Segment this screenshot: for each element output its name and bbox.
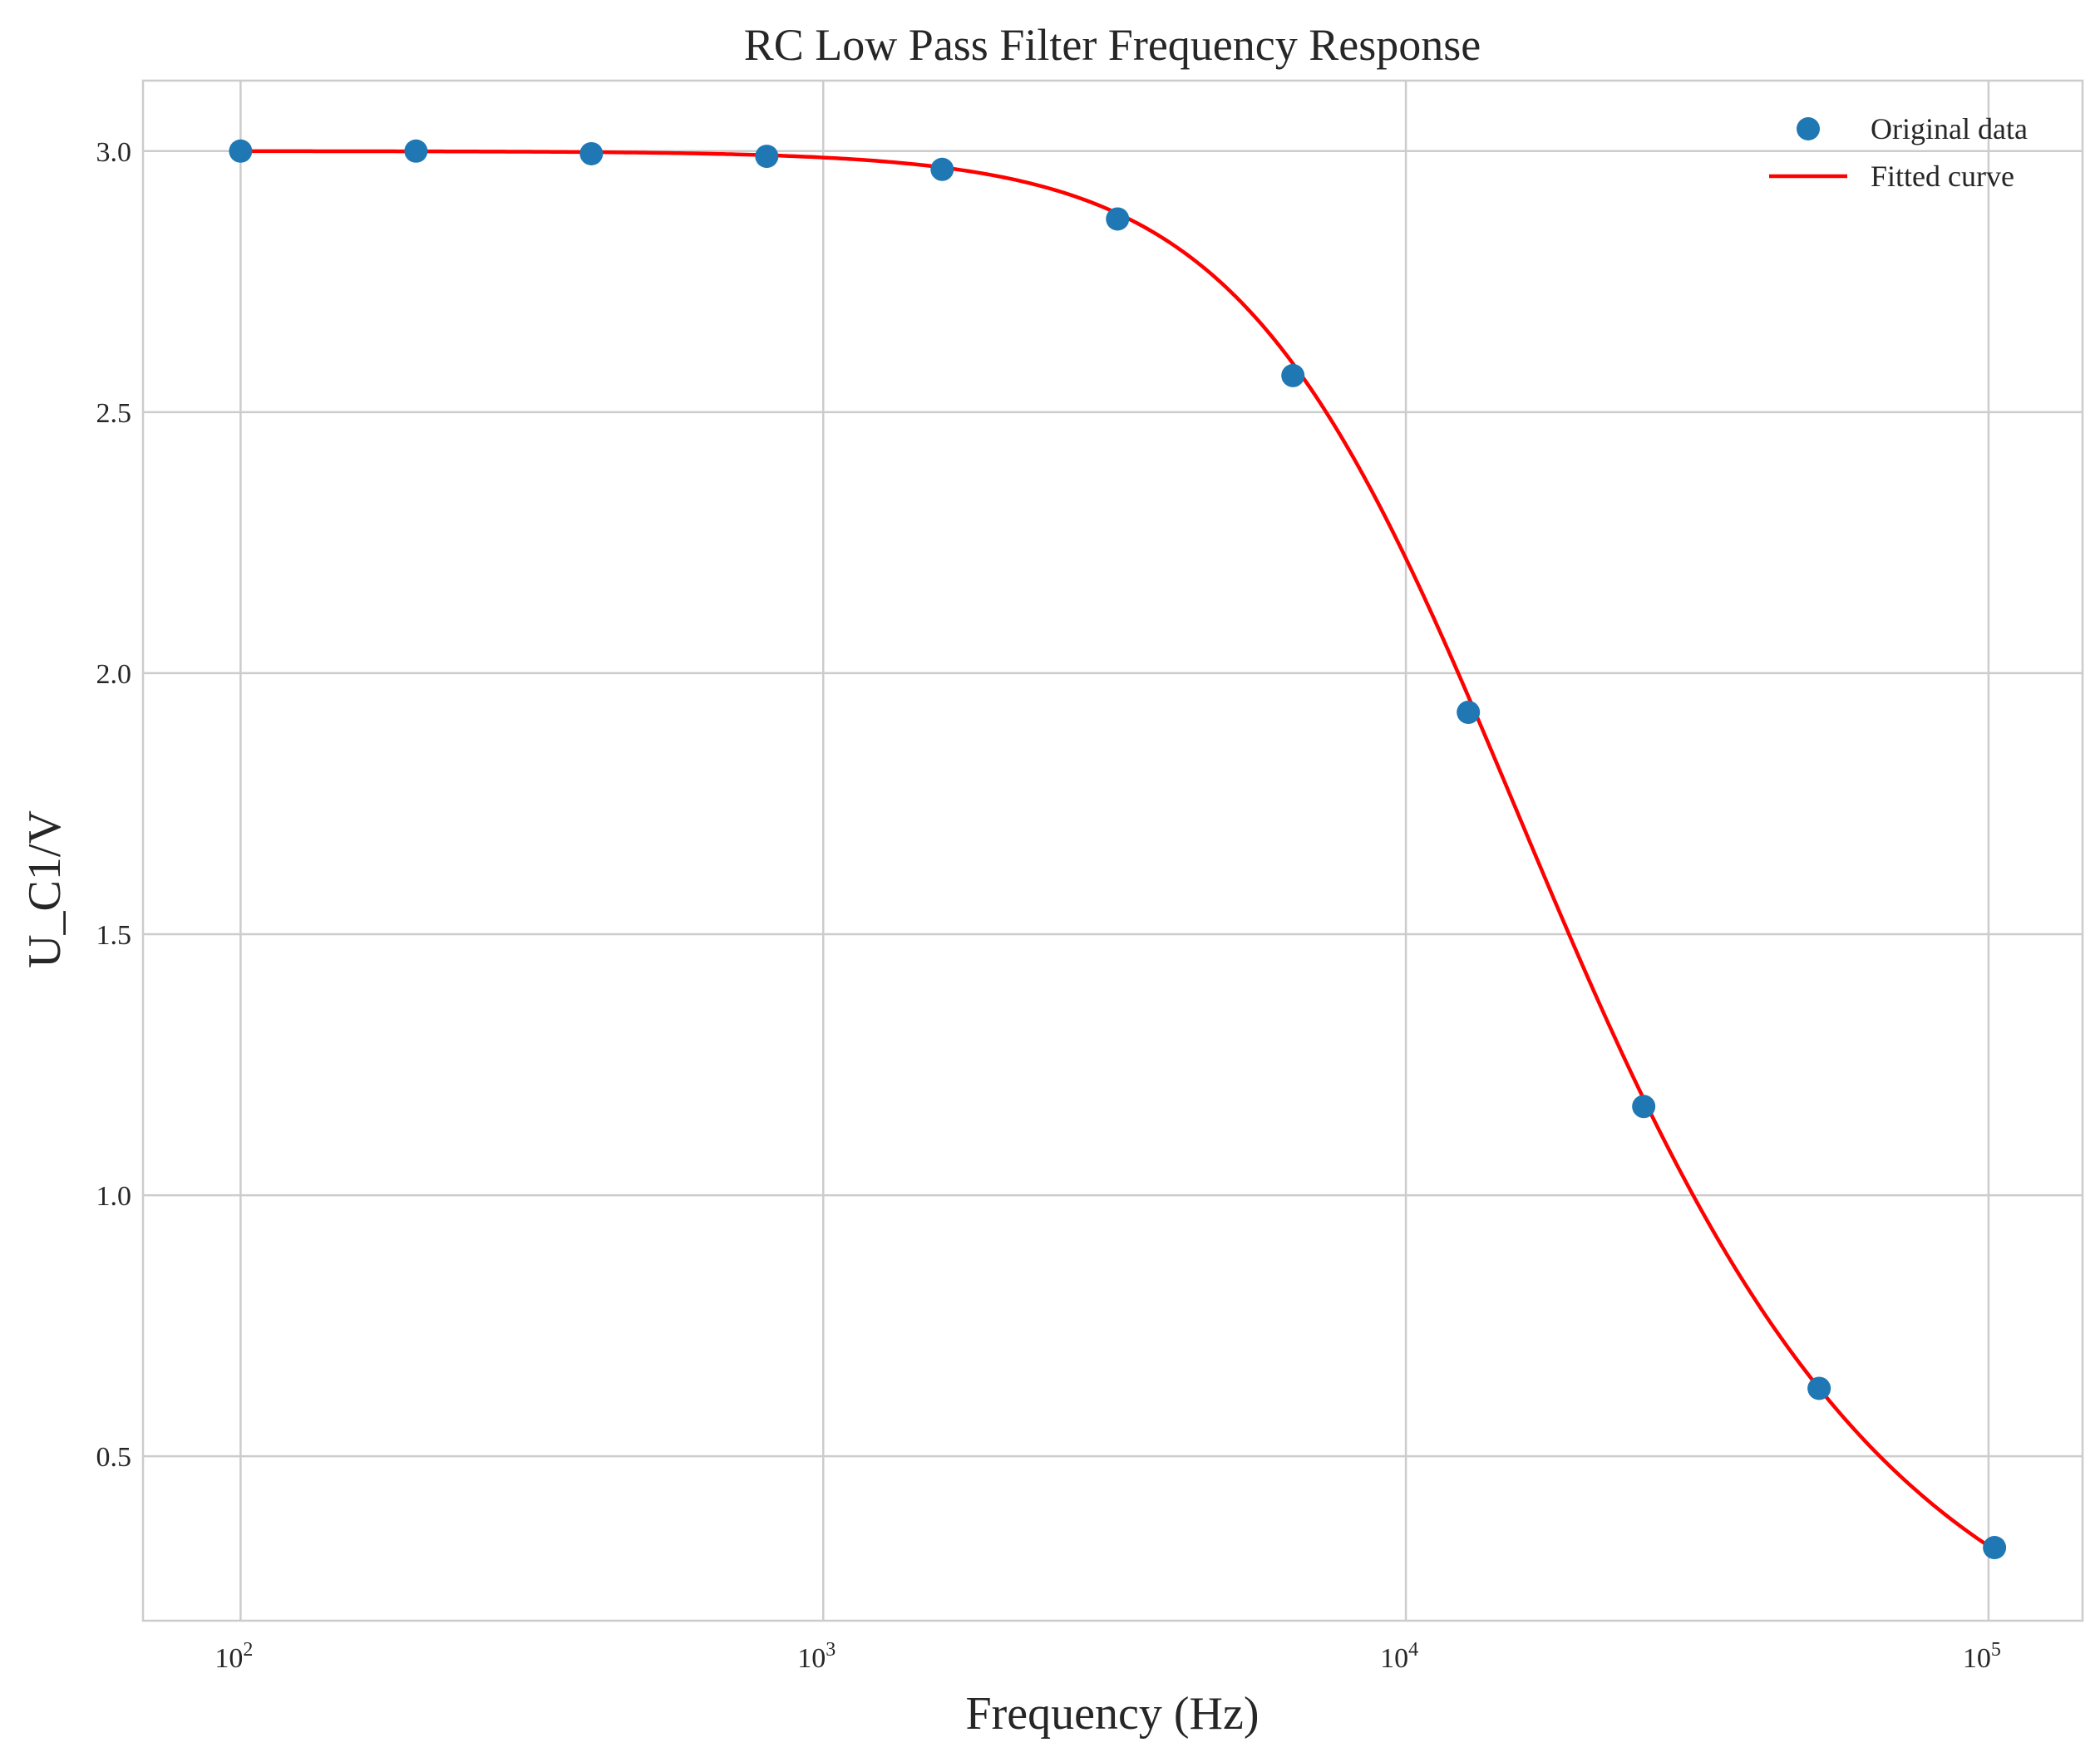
y-tick-label: 2.0 — [96, 659, 132, 690]
x-tick-label: 103 — [797, 1639, 836, 1674]
data-point — [1983, 1536, 2007, 1560]
x-tick-exponent: 2 — [243, 1639, 253, 1661]
data-point — [1632, 1095, 1656, 1119]
legend-marker-original-data — [1797, 117, 1820, 140]
plot-frame — [141, 79, 2084, 1622]
y-tick-label: 3.0 — [96, 137, 132, 168]
data-point — [404, 139, 428, 163]
x-tick-label: 105 — [1963, 1639, 2001, 1674]
x-tick-base: 10 — [1963, 1643, 1991, 1674]
x-tick-exponent: 3 — [826, 1639, 836, 1661]
data-point — [229, 139, 253, 163]
chart-title: RC Low Pass Filter Frequency Response — [744, 20, 1481, 70]
x-tick-base: 10 — [214, 1643, 243, 1674]
x-tick-base: 10 — [797, 1643, 826, 1674]
legend-label-fitted-curve: Fitted curve — [1871, 160, 2014, 193]
legend: Original data Fitted curve — [1769, 112, 2028, 193]
data-point — [579, 141, 604, 165]
x-tick-label: 102 — [214, 1639, 253, 1674]
grid-layer — [143, 81, 2083, 1621]
y-tick-label: 2.5 — [96, 398, 132, 429]
x-tick-label: 104 — [1380, 1639, 1418, 1674]
y-tick-label: 1.0 — [96, 1181, 132, 1212]
y-axis-label: U_C1/V — [19, 810, 71, 968]
y-tick-label: 0.5 — [96, 1442, 132, 1473]
legend-label-original-data: Original data — [1871, 112, 2028, 145]
data-point — [755, 145, 779, 169]
x-tick-exponent: 5 — [1991, 1639, 2001, 1661]
data-point — [1457, 701, 1481, 725]
data-point — [1106, 207, 1130, 231]
data-point — [930, 157, 954, 181]
data-point — [1807, 1376, 1831, 1400]
x-axis-label: Frequency (Hz) — [966, 1688, 1260, 1740]
y-tick-label: 1.5 — [96, 920, 132, 951]
x-tick-base: 10 — [1380, 1643, 1408, 1674]
x-tick-exponent: 4 — [1408, 1639, 1418, 1661]
data-point — [1281, 363, 1305, 387]
point-layer — [229, 139, 2007, 1560]
